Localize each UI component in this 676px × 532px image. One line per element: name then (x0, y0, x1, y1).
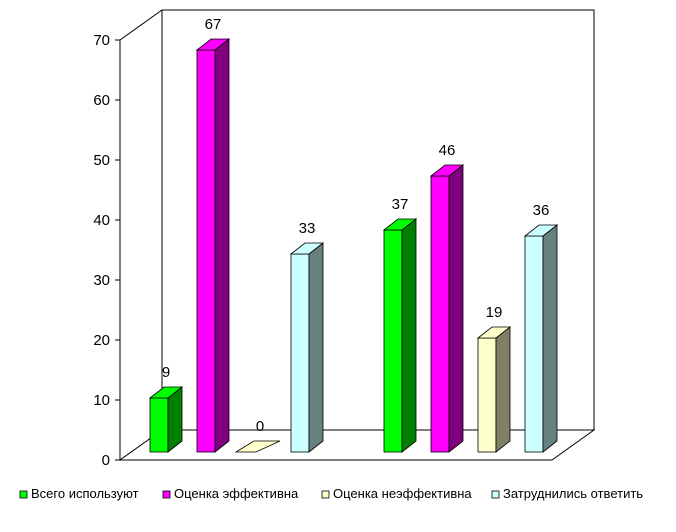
bar-value-label: 37 (392, 196, 409, 213)
legend-swatch (162, 490, 171, 499)
bar-side (542, 224, 558, 453)
bar-front (524, 235, 544, 453)
back-wall (119, 9, 595, 460)
legend-swatch (491, 490, 500, 499)
bar-side (448, 164, 464, 453)
bar-side (401, 218, 417, 453)
bar-flat (234, 440, 281, 453)
bar-top (476, 326, 512, 339)
y-tick-label: 10 (93, 392, 110, 409)
bar-front (430, 175, 450, 453)
legend-label: Затруднились ответить (503, 486, 643, 501)
legend-label: Всего используют (31, 486, 139, 501)
bar-value-label: 19 (486, 304, 503, 321)
legend-label: Оценка неэффективна (333, 486, 472, 501)
y-tick-label: 50 (93, 152, 110, 169)
y-tick-label: 20 (93, 332, 110, 349)
bar-front (290, 253, 310, 453)
bar-value-label: 36 (533, 202, 550, 219)
bar-value-label: 33 (299, 220, 316, 237)
bar-front (477, 337, 497, 453)
bar-side (495, 326, 511, 453)
bar-value-label: 9 (162, 364, 170, 381)
bar-top (148, 386, 184, 399)
bar-side (214, 38, 230, 453)
bar-top (382, 218, 418, 231)
legend-swatch (19, 490, 28, 499)
bar-top (429, 164, 465, 177)
bar-value-label: 0 (256, 418, 264, 435)
bar-value-label: 46 (439, 142, 456, 159)
y-tick-label: 30 (93, 272, 110, 289)
bar-top (195, 38, 231, 51)
y-tick-label: 40 (93, 212, 110, 229)
legend-label: Оценка эффективна (174, 486, 299, 501)
bar-value-label: 67 (205, 16, 222, 33)
bar-top (523, 224, 559, 237)
bar-side (308, 242, 324, 453)
floor (118, 429, 596, 461)
y-tick-label: 70 (93, 32, 110, 49)
y-tick-label: 0 (102, 452, 110, 469)
bar-top (289, 242, 325, 255)
y-tick-label: 60 (93, 92, 110, 109)
legend-swatch (321, 490, 330, 499)
bar-front (196, 49, 216, 453)
bar-front (383, 229, 403, 453)
bar-front (149, 397, 169, 453)
